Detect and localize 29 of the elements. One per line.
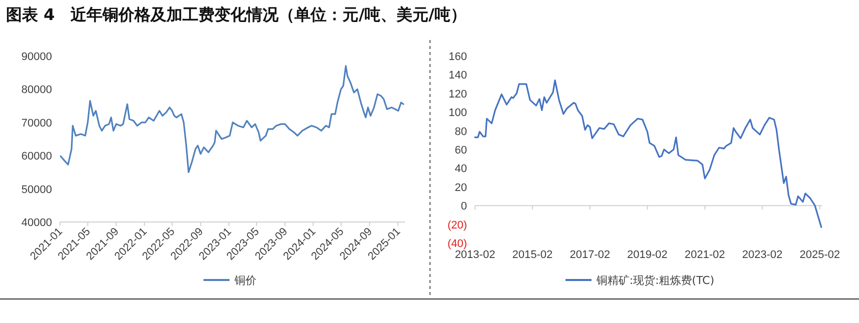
x-tick-label: 2025-02 — [800, 249, 840, 261]
legend-label: 铜精矿:现货:粗炼费(TC) — [596, 274, 714, 287]
x-tick-label: 2023-02 — [742, 249, 782, 261]
y-tick-label: 100 — [448, 107, 467, 120]
y-tick-label: 40 — [454, 163, 467, 176]
x-tick-label: 2021-02 — [684, 249, 726, 261]
y-tick-label: 40000 — [21, 217, 52, 229]
y-tick-label: 60000 — [21, 150, 52, 163]
x-tick-label: 2015-02 — [512, 249, 553, 261]
y-tick-label: 0 — [460, 200, 467, 213]
x-tick-label: 2013-02 — [454, 249, 496, 261]
y-tick-label: 60 — [454, 144, 467, 156]
y-tick-label: 50000 — [21, 184, 52, 196]
y-tick-label: (20) — [447, 219, 467, 232]
x-tick-label: 2017-02 — [570, 249, 610, 261]
line-series — [474, 80, 822, 228]
y-tick-label: 160 — [448, 51, 467, 63]
y-tick-label: 90000 — [21, 51, 52, 63]
y-tick-label: 80 — [454, 126, 467, 138]
x-tick-label: 2019-02 — [627, 249, 668, 261]
y-tick-label: (40) — [447, 238, 467, 250]
legend-label: 铜价 — [234, 274, 256, 287]
line-series — [60, 65, 404, 173]
y-tick-label: 20 — [454, 182, 467, 194]
y-tick-label: 80000 — [21, 84, 52, 96]
y-tick-label: 140 — [448, 70, 467, 82]
chart-title: 图表 4 近年铜价格及加工费变化情况（单位：元/吨、美元/吨） — [6, 5, 466, 24]
y-tick-label: 70000 — [21, 117, 52, 130]
y-tick-label: 120 — [448, 88, 467, 100]
